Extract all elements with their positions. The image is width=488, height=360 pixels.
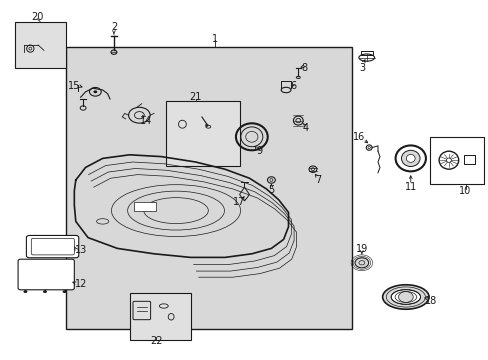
FancyBboxPatch shape	[18, 259, 74, 290]
Text: 22: 22	[150, 336, 163, 346]
Bar	[129, 293, 190, 340]
Circle shape	[93, 90, 97, 93]
Ellipse shape	[382, 285, 428, 309]
Text: 7: 7	[314, 175, 320, 185]
Text: 3: 3	[359, 63, 365, 73]
Bar	[166, 101, 239, 166]
Text: 4: 4	[302, 123, 308, 133]
Text: 5: 5	[268, 185, 274, 195]
Circle shape	[354, 258, 368, 268]
Text: 12: 12	[74, 279, 87, 289]
Text: 1: 1	[212, 33, 218, 44]
Ellipse shape	[390, 290, 420, 304]
Text: 17: 17	[233, 197, 245, 207]
Text: 6: 6	[290, 81, 296, 91]
Circle shape	[62, 290, 66, 293]
Text: 21: 21	[189, 92, 202, 102]
Text: 18: 18	[424, 296, 437, 306]
Text: 14: 14	[139, 116, 152, 126]
Text: 13: 13	[74, 245, 87, 255]
Circle shape	[43, 290, 47, 293]
Bar	[15, 22, 66, 68]
Ellipse shape	[395, 145, 425, 171]
Text: 15: 15	[68, 81, 81, 91]
Text: 20: 20	[31, 12, 43, 22]
FancyBboxPatch shape	[26, 235, 79, 258]
Ellipse shape	[446, 158, 450, 162]
Text: 16: 16	[352, 132, 365, 142]
Text: 19: 19	[355, 244, 367, 254]
Ellipse shape	[438, 151, 458, 169]
Bar	[134, 202, 156, 211]
Circle shape	[23, 290, 27, 293]
Bar	[202, 121, 211, 130]
Bar	[429, 137, 483, 184]
Bar	[46, 43, 54, 50]
Circle shape	[398, 292, 412, 302]
Text: 11: 11	[404, 182, 416, 192]
Bar	[66, 47, 351, 329]
Bar	[360, 51, 372, 55]
Text: 8: 8	[301, 63, 306, 73]
Bar	[175, 113, 189, 133]
Text: 9: 9	[256, 146, 262, 156]
Text: 10: 10	[458, 186, 471, 196]
Ellipse shape	[401, 150, 419, 166]
Ellipse shape	[406, 154, 414, 162]
Text: 2: 2	[111, 22, 117, 32]
Bar	[463, 155, 474, 164]
